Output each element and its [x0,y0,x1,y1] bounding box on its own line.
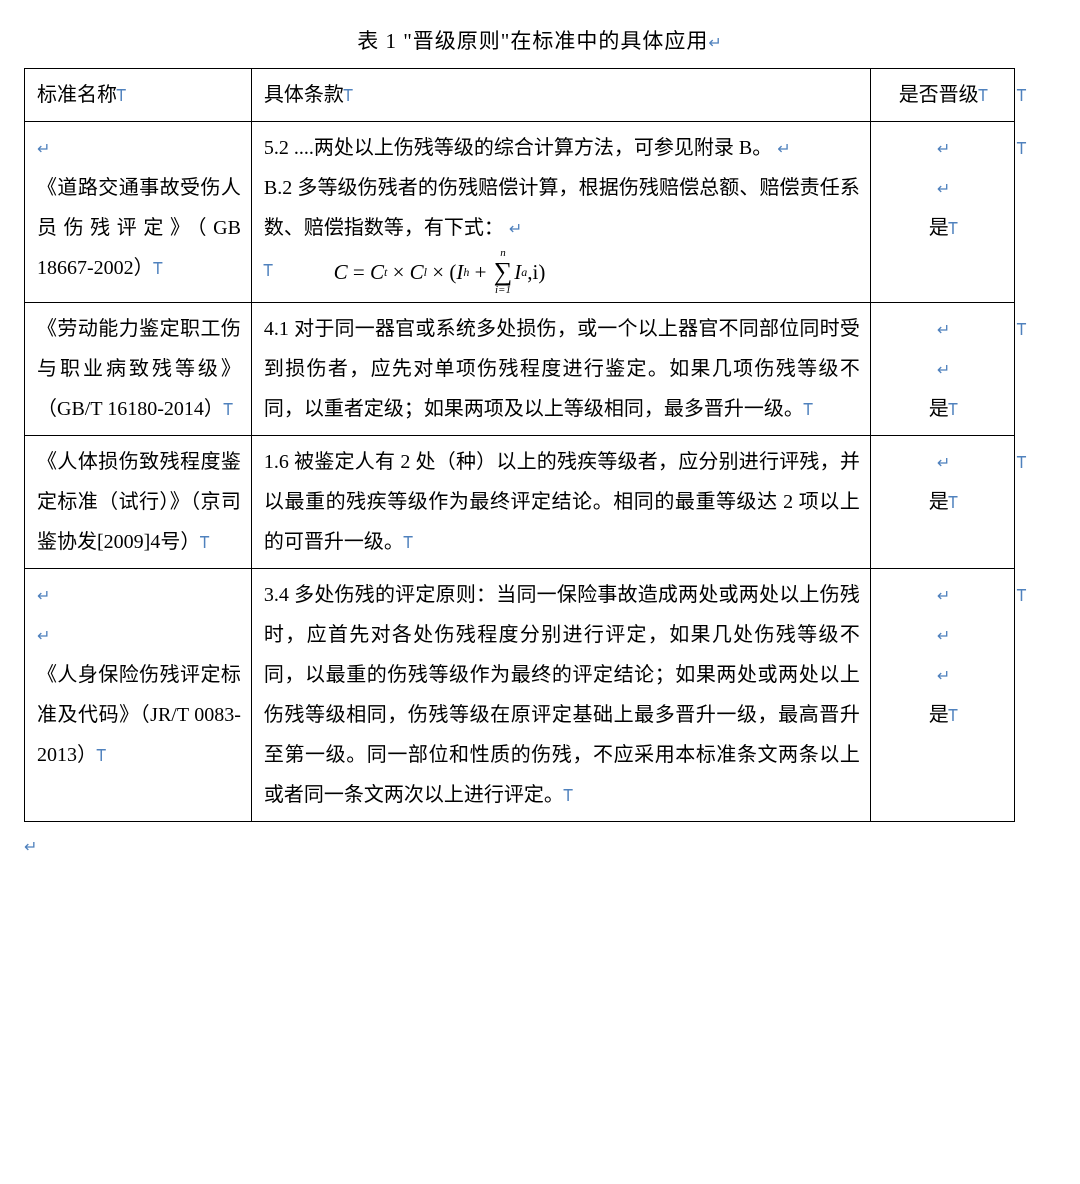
table-row: ↵↵《人身保险伤残评定标准及代码》（JR/T 0083-2013）Ꭲ 3.4 多… [25,569,1057,822]
table-caption: 表 1 "晋级原则"在标准中的具体应用↵ [24,20,1056,62]
return-icon: ↵ [777,141,790,158]
header-standard-name: 标准名称Ꭲ [25,69,252,122]
cell-promote: ↵是Ꭲ [870,436,1014,569]
paragraph-mark-icon: Ꭲ [949,214,959,246]
paragraph-mark-icon: Ꭲ [1017,581,1027,613]
return-icon: ↵ [937,322,950,339]
table-row: ↵《道路交通事故受伤人员伤残评定》（GB 18667-2002）Ꭲ 5.2 ..… [25,122,1057,303]
paragraph-mark-icon: Ꭲ [200,528,210,560]
paragraph-mark-icon: Ꭲ [949,701,959,733]
cell-promote: ↵↵↵是Ꭲ [870,569,1014,822]
cell-promote: ↵↵是Ꭲ [870,122,1014,303]
paragraph-mark-icon: Ꭲ [979,81,989,113]
margin-cell: Ꭲ [1015,303,1056,436]
paragraph-mark-icon: Ꭲ [117,81,127,113]
header-clause: 具体条款Ꭲ [251,69,870,122]
return-icon: ↵ [937,181,950,198]
cell-standard-name: 《人体损伤致残程度鉴定标准（试行）》（京司鉴协发[2009]4号）Ꭲ [25,436,252,569]
paragraph-mark-icon: Ꭲ [224,395,234,427]
return-icon: ↵ [937,455,950,472]
paragraph-mark-icon: Ꭲ [1017,134,1027,166]
standards-table: 标准名称Ꭲ 具体条款Ꭲ 是否晋级Ꭲ Ꭲ ↵《道路交通事故受伤人员伤残评定》（GB… [24,68,1056,822]
return-icon: ↵ [937,628,950,645]
paragraph-mark-icon: Ꭲ [264,256,274,288]
margin-cell: Ꭲ [1015,569,1056,822]
formula: Ꭲ C = Ct × Cl × (Ih + n∑i=1 Ia,i) [264,248,860,296]
table-header-row: 标准名称Ꭲ 具体条款Ꭲ 是否晋级Ꭲ Ꭲ [25,69,1057,122]
return-icon: ↵ [24,832,1056,864]
paragraph-mark-icon: Ꭲ [1017,81,1027,113]
return-icon: ↵ [937,588,950,605]
paragraph-mark-icon: Ꭲ [949,395,959,427]
return-icon: ↵ [937,362,950,379]
margin-cell: Ꭲ [1015,69,1056,122]
table-row: 《人体损伤致残程度鉴定标准（试行）》（京司鉴协发[2009]4号）Ꭲ 1.6 被… [25,436,1057,569]
paragraph-mark-icon: Ꭲ [1017,315,1027,347]
table-row: 《劳动能力鉴定职工伤与职业病致残等级》（GB/T 16180-2014）Ꭲ 4.… [25,303,1057,436]
paragraph-mark-icon: Ꭲ [97,741,107,773]
cell-clause: 5.2 ....两处以上伤残等级的综合计算方法，可参见附录 B。 ↵B.2 多等… [251,122,870,303]
return-icon: ↵ [937,141,950,158]
paragraph-mark-icon: Ꭲ [564,781,574,813]
cell-standard-name: 《劳动能力鉴定职工伤与职业病致残等级》（GB/T 16180-2014）Ꭲ [25,303,252,436]
return-icon: ↵ [509,221,522,238]
return-icon: ↵ [937,668,950,685]
paragraph-mark-icon: Ꭲ [344,81,354,113]
margin-cell: Ꭲ [1015,122,1056,303]
cell-clause: 3.4 多处伤残的评定原则：当同一保险事故造成两处或两处以上伤残时，应首先对各处… [251,569,870,822]
return-icon: ↵ [37,141,50,158]
cell-clause: 1.6 被鉴定人有 2 处（种）以上的残疾等级者，应分别进行评残，并以最重的残疾… [251,436,870,569]
paragraph-mark-icon: Ꭲ [154,254,164,286]
header-promote: 是否晋级Ꭲ [870,69,1014,122]
paragraph-mark-icon: Ꭲ [404,528,414,560]
cell-clause: 4.1 对于同一器官或系统多处损伤，或一个以上器官不同部位同时受到损伤者，应先对… [251,303,870,436]
cell-standard-name: ↵《道路交通事故受伤人员伤残评定》（GB 18667-2002）Ꭲ [25,122,252,303]
return-icon: ↵ [708,35,722,52]
paragraph-mark-icon: Ꭲ [804,395,814,427]
return-icon: ↵ [37,628,50,645]
paragraph-mark-icon: Ꭲ [949,488,959,520]
cell-promote: ↵↵是Ꭲ [870,303,1014,436]
paragraph-mark-icon: Ꭲ [1017,448,1027,480]
margin-cell: Ꭲ [1015,436,1056,569]
return-icon: ↵ [37,588,50,605]
cell-standard-name: ↵↵《人身保险伤残评定标准及代码》（JR/T 0083-2013）Ꭲ [25,569,252,822]
